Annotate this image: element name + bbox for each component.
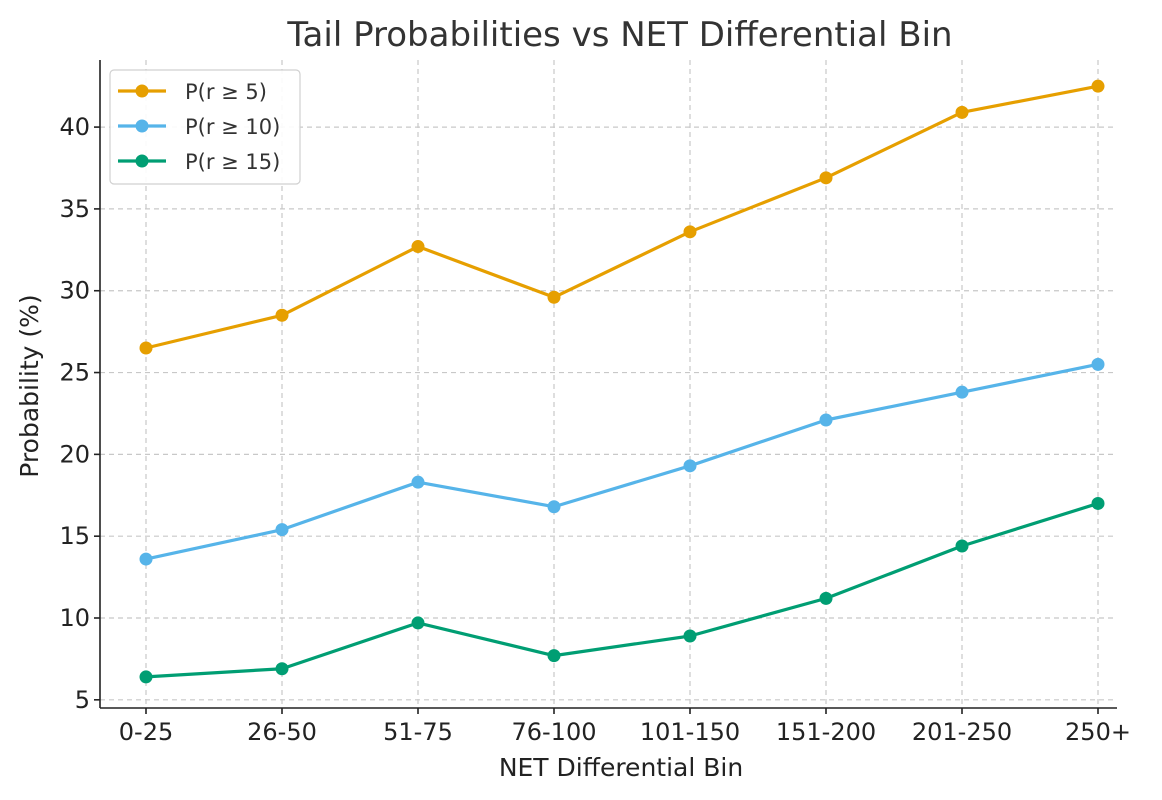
chart-title: Tail Probabilities vs NET Differential B… xyxy=(286,15,952,55)
y-tick-label: 5 xyxy=(75,686,90,714)
data-point xyxy=(275,662,289,676)
axes xyxy=(94,60,1117,714)
y-tick-label: 40 xyxy=(59,113,90,141)
legend-label: P(r ≥ 15) xyxy=(185,150,280,174)
data-point xyxy=(275,308,289,322)
x-tick-label: 26-50 xyxy=(247,718,317,746)
x-tick-label: 0-25 xyxy=(119,718,173,746)
x-tick-label: 76-100 xyxy=(511,718,596,746)
data-point xyxy=(547,290,561,304)
data-point xyxy=(819,591,833,605)
series-lines xyxy=(139,79,1105,684)
series-3 xyxy=(139,496,1105,684)
series-line xyxy=(145,501,1099,679)
data-point xyxy=(1091,357,1105,371)
y-tick-label: 15 xyxy=(59,522,90,550)
data-point xyxy=(547,500,561,514)
data-point xyxy=(1091,79,1105,93)
data-point xyxy=(139,341,153,355)
series-line xyxy=(145,84,1099,350)
data-point xyxy=(683,459,697,473)
x-axis-label: NET Differential Bin xyxy=(499,753,743,782)
x-tick-label: 151-200 xyxy=(776,718,876,746)
legend-entry: P(r ≥ 10) xyxy=(118,115,280,139)
x-tick-labels: 0-25 26-50 51-75 76-100 101-150 151-200 201-25… xyxy=(119,718,1131,746)
data-point xyxy=(955,385,969,399)
data-point xyxy=(139,670,153,684)
series-line xyxy=(145,362,1099,561)
legend-box xyxy=(109,69,301,185)
x-tick-label: 51-75 xyxy=(383,718,453,746)
data-point xyxy=(411,240,425,254)
y-tick-label: 20 xyxy=(59,440,90,468)
data-point xyxy=(819,413,833,427)
legend-marker xyxy=(135,119,149,133)
data-point xyxy=(275,523,289,537)
x-tick-label: 101-150 xyxy=(640,718,740,746)
y-tick-label: 25 xyxy=(59,359,90,387)
data-point xyxy=(683,225,697,239)
y-tick-label: 30 xyxy=(59,277,90,305)
series-1 xyxy=(139,79,1105,355)
y-axis-label: Probability (%) xyxy=(15,294,44,477)
legend-entry: P(r ≥ 15) xyxy=(118,150,280,174)
data-point xyxy=(411,616,425,630)
legend-marker xyxy=(135,154,149,168)
x-tick-label: 201-250 xyxy=(912,718,1012,746)
legend-marker xyxy=(135,84,149,98)
data-point xyxy=(683,629,697,643)
legend-entry: P(r ≥ 5) xyxy=(118,80,267,104)
data-point xyxy=(955,539,969,553)
legend: P(r ≥ 5) P(r ≥ 10) P(r ≥ 15) xyxy=(109,69,301,185)
data-point xyxy=(819,171,833,185)
y-tick-label: 35 xyxy=(59,195,90,223)
legend-label: P(r ≥ 10) xyxy=(185,115,280,139)
data-point xyxy=(955,105,969,119)
grid xyxy=(100,60,1117,708)
x-tick-label: 250+ xyxy=(1065,718,1131,746)
series-2 xyxy=(139,357,1105,566)
legend-label: P(r ≥ 5) xyxy=(185,80,267,104)
data-point xyxy=(139,552,153,566)
data-point xyxy=(411,475,425,489)
data-point xyxy=(1091,496,1105,510)
y-tick-label: 10 xyxy=(59,604,90,632)
y-tick-labels: 5 10 15 20 25 30 35 40 xyxy=(59,113,90,714)
data-point xyxy=(547,649,561,663)
